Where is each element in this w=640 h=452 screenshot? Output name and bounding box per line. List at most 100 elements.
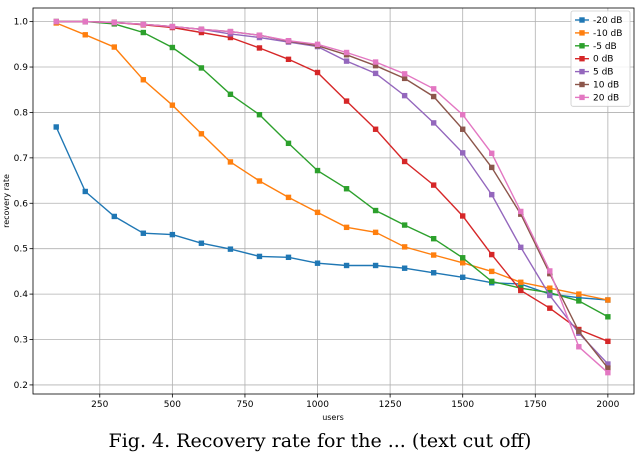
data-point xyxy=(518,279,524,285)
series-line xyxy=(55,126,608,301)
data-point xyxy=(82,18,88,25)
y-tick-label: 1.0 xyxy=(14,18,29,28)
data-point xyxy=(82,32,88,38)
legend-marker xyxy=(579,56,585,62)
legend-entry: -10 dB xyxy=(575,29,622,39)
plot-frame xyxy=(32,7,635,395)
data-point xyxy=(489,278,495,285)
legend-marker xyxy=(579,68,585,75)
y-tick-label: 0.9 xyxy=(14,63,29,73)
data-point xyxy=(372,229,379,236)
legend-marker xyxy=(579,30,585,36)
data-point xyxy=(489,251,495,258)
legend-label: -20 dB xyxy=(593,16,622,26)
data-point xyxy=(285,56,292,63)
series-line xyxy=(56,20,609,342)
data-point xyxy=(401,71,408,77)
legend-entry: -20 dB xyxy=(575,16,622,26)
data-point xyxy=(314,41,321,48)
data-point xyxy=(430,93,437,100)
data-point xyxy=(372,126,379,132)
data-point xyxy=(256,112,263,118)
series-7 xyxy=(53,18,611,376)
x-axis: 250 500 750 1000 1250 1500 1750 2000 xyxy=(91,394,620,410)
data-point xyxy=(372,207,379,214)
data-point xyxy=(111,213,117,220)
data-point xyxy=(111,44,117,50)
data-point xyxy=(430,120,437,126)
data-point xyxy=(343,186,350,192)
data-point xyxy=(169,102,176,108)
data-point xyxy=(576,328,582,335)
series-layer xyxy=(53,18,611,376)
data-point xyxy=(460,150,466,156)
y-tick-label: 0.7 xyxy=(14,154,28,164)
data-point xyxy=(198,26,205,33)
data-point xyxy=(430,270,437,276)
data-point xyxy=(430,252,437,258)
y-tick-label: 0.2 xyxy=(14,381,28,391)
data-point xyxy=(53,18,59,25)
data-point xyxy=(53,124,59,130)
data-point xyxy=(256,253,263,260)
data-point xyxy=(372,62,379,69)
data-point xyxy=(227,246,234,252)
data-point xyxy=(518,287,524,294)
data-point xyxy=(489,268,495,275)
series-line xyxy=(55,22,609,301)
data-point xyxy=(227,91,234,97)
data-point xyxy=(547,285,553,291)
series-1 xyxy=(53,124,611,303)
data-point xyxy=(227,159,234,165)
data-point xyxy=(285,194,292,201)
data-point xyxy=(82,188,88,195)
legend-label: 0 dB xyxy=(593,55,613,65)
series-line xyxy=(56,20,609,318)
data-point xyxy=(401,222,408,228)
data-point xyxy=(430,182,437,188)
data-point xyxy=(401,158,408,165)
series-line xyxy=(56,20,609,374)
legend-entry: 10 dB xyxy=(575,81,619,91)
data-point xyxy=(169,23,176,30)
data-point xyxy=(401,75,408,82)
data-point xyxy=(198,65,205,71)
data-point xyxy=(605,365,611,371)
y-tick-label: 0.3 xyxy=(14,336,28,346)
legend-marker xyxy=(579,17,585,23)
legend-entry: 20 dB xyxy=(575,93,619,103)
chart: 250 500 750 1000 1250 1500 1750 2000 0.20.30.40… xyxy=(2,7,635,422)
series-6 xyxy=(53,18,611,371)
data-point xyxy=(227,34,234,41)
x-tick-label: 2000 xyxy=(596,400,619,410)
y-tick-label: 0.4 xyxy=(14,290,29,300)
series-2 xyxy=(53,20,611,303)
series-4 xyxy=(53,18,611,345)
data-point xyxy=(343,262,350,269)
data-point xyxy=(169,44,176,51)
data-point xyxy=(372,262,379,269)
data-point xyxy=(285,37,292,44)
legend-entry: 5 dB xyxy=(575,68,613,78)
figure-caption: Fig. 4. Recovery rate for the ... (text … xyxy=(108,430,532,452)
data-point xyxy=(314,260,321,266)
data-point xyxy=(285,254,292,261)
data-point xyxy=(547,305,553,311)
x-tick-label: 1750 xyxy=(524,400,547,410)
data-point xyxy=(547,292,553,299)
series-3 xyxy=(53,18,611,320)
data-point xyxy=(343,49,350,56)
data-point xyxy=(169,231,176,238)
data-point xyxy=(576,344,582,350)
data-point xyxy=(198,131,205,137)
data-point xyxy=(518,211,524,217)
data-point xyxy=(460,255,466,261)
data-point xyxy=(372,59,379,65)
data-point xyxy=(314,209,321,216)
x-tick-label: 1000 xyxy=(306,400,329,410)
data-point xyxy=(256,32,263,38)
data-point xyxy=(401,92,408,99)
data-point xyxy=(285,140,292,147)
data-point xyxy=(111,19,117,26)
data-point xyxy=(489,150,495,157)
